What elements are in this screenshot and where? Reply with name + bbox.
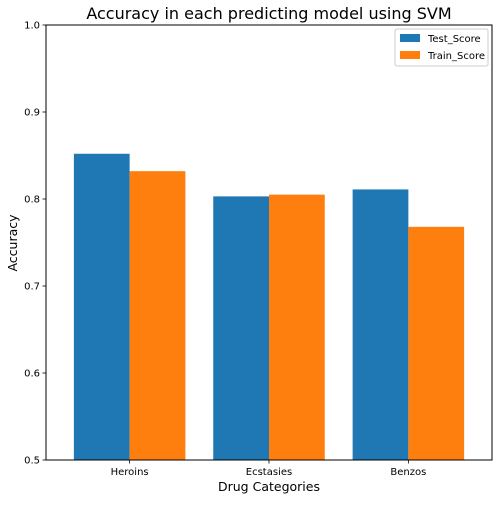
x-axis-label: Drug Categories (218, 479, 320, 494)
y-tick-label: 0.7 (24, 282, 40, 293)
bar-test-score-ecstasies (213, 196, 269, 460)
legend-swatch-test-score (400, 34, 420, 42)
y-tick-label: 0.5 (24, 456, 40, 467)
y-axis-label: Accuracy (5, 214, 20, 272)
bars-layer (73, 153, 465, 460)
legend-label-train-score: Train_Score (427, 51, 485, 62)
bar-test-score-heroins (73, 153, 130, 460)
bar-train-score-ecstasies (269, 194, 325, 460)
y-tick-label: 1.0 (24, 21, 40, 32)
x-tick-label: Ecstasies (246, 467, 292, 478)
y-tick-label: 0.6 (24, 369, 40, 380)
legend-label-test-score: Test_Score (427, 34, 481, 45)
chart-title: Accuracy in each predicting model using … (86, 4, 451, 23)
legend: Test_Score Train_Score (394, 28, 489, 67)
legend-swatch-train-score (400, 51, 420, 59)
x-tick-label: Benzos (390, 467, 426, 478)
y-tick-label: 0.8 (24, 195, 40, 206)
bar-train-score-heroins (129, 171, 186, 460)
bar-test-score-benzos (352, 189, 409, 460)
bar-train-score-benzos (408, 226, 465, 460)
x-axis-ticks: Heroins Ecstasies Benzos (111, 460, 426, 478)
y-tick-label: 0.9 (24, 108, 40, 119)
y-axis-ticks: 0.5 0.6 0.7 0.8 0.9 1.0 (24, 21, 46, 467)
x-tick-label: Heroins (111, 467, 149, 478)
